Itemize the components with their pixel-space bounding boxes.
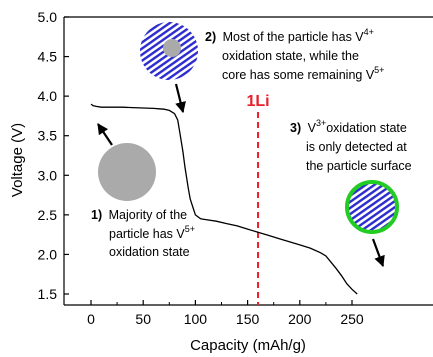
annotation-2-sup-3: 5+ bbox=[374, 65, 384, 75]
y-tick-label: 5.0 bbox=[38, 9, 58, 25]
annotation-1-sup: 5+ bbox=[185, 224, 195, 234]
annotation-3-line-1: oxidation state bbox=[326, 121, 407, 135]
annotation-3: 3) V3+oxidation state is only detected a… bbox=[290, 118, 412, 173]
x-tick-label: 50 bbox=[135, 311, 151, 327]
y-tick-label: 2.5 bbox=[38, 207, 58, 223]
annotation-3-v: V bbox=[308, 121, 317, 135]
annotation-1-line-1: Majority of the bbox=[109, 208, 188, 222]
x-tick-label: 200 bbox=[288, 311, 312, 327]
annotation-1-line-3: oxidation state bbox=[109, 245, 190, 259]
annotation-2-number: 2) bbox=[205, 30, 216, 44]
x-axis-title: Capacity (mAh/g) bbox=[190, 337, 306, 354]
particle-green-ring-icon bbox=[345, 180, 399, 234]
annotation-3-sup: 3+ bbox=[316, 118, 326, 128]
arrow-3-icon bbox=[371, 238, 385, 268]
arrow-2-icon bbox=[174, 83, 186, 114]
annotation-2: 2) Most of the particle has V4+ oxidatio… bbox=[205, 27, 384, 82]
annotation-2-line-1: Most of the particle has V bbox=[223, 30, 365, 44]
one-li-marker-label: 1Li bbox=[246, 93, 269, 110]
y-axis-title: Voltage (V) bbox=[9, 123, 26, 197]
annotation-2-line-2: oxidation state, while the bbox=[222, 49, 359, 63]
svg-text:2) Most of the particle: 2) Most of the particle has V4+ bbox=[205, 27, 374, 44]
svg-text:1) Majority of the: 1) Majority of the bbox=[91, 208, 187, 222]
x-tick-label: 250 bbox=[340, 311, 364, 327]
x-tick-label: 0 bbox=[87, 311, 95, 327]
y-tick-label: 4.0 bbox=[38, 88, 58, 104]
voltage-curve bbox=[90, 103, 358, 295]
y-tick-label: 3.5 bbox=[38, 128, 58, 144]
svg-text:3) V3+oxidation state: 3) V3+oxidation state bbox=[290, 118, 407, 135]
y-axis-ticks: 1.5 2.0 2.5 3.0 3.5 4.0 4.5 5.0 bbox=[38, 9, 69, 302]
annotation-1: 1) Majority of the particle has V5+ oxid… bbox=[91, 208, 195, 259]
y-tick-label: 2.0 bbox=[38, 246, 58, 262]
svg-text:core has some remaining V5+: core has some remaining V5+ bbox=[222, 65, 384, 82]
annotation-1-number: 1) bbox=[91, 208, 102, 222]
x-tick-label: 100 bbox=[184, 311, 208, 327]
x-tick-label: 150 bbox=[236, 311, 260, 327]
annotation-3-line-3: the particle surface bbox=[306, 159, 412, 173]
annotation-3-line-2: is only detected at bbox=[306, 140, 407, 154]
particle-gray-icon bbox=[98, 143, 156, 201]
x-axis-ticks: 0 50 100 150 200 250 bbox=[87, 300, 364, 327]
particle-gray-core-icon bbox=[163, 39, 181, 57]
y-tick-label: 3.0 bbox=[38, 167, 58, 183]
annotation-2-sup-1: 4+ bbox=[364, 27, 374, 37]
y-tick-label: 1.5 bbox=[38, 286, 58, 302]
annotation-2-line-3: core has some remaining V bbox=[222, 68, 375, 82]
annotation-3-number: 3) bbox=[290, 121, 301, 135]
arrow-1-icon bbox=[97, 123, 113, 146]
svg-text:particle has V5+: particle has V5+ bbox=[109, 224, 195, 241]
annotation-1-line-2: particle has V bbox=[109, 227, 185, 241]
y-tick-label: 4.5 bbox=[38, 49, 58, 65]
